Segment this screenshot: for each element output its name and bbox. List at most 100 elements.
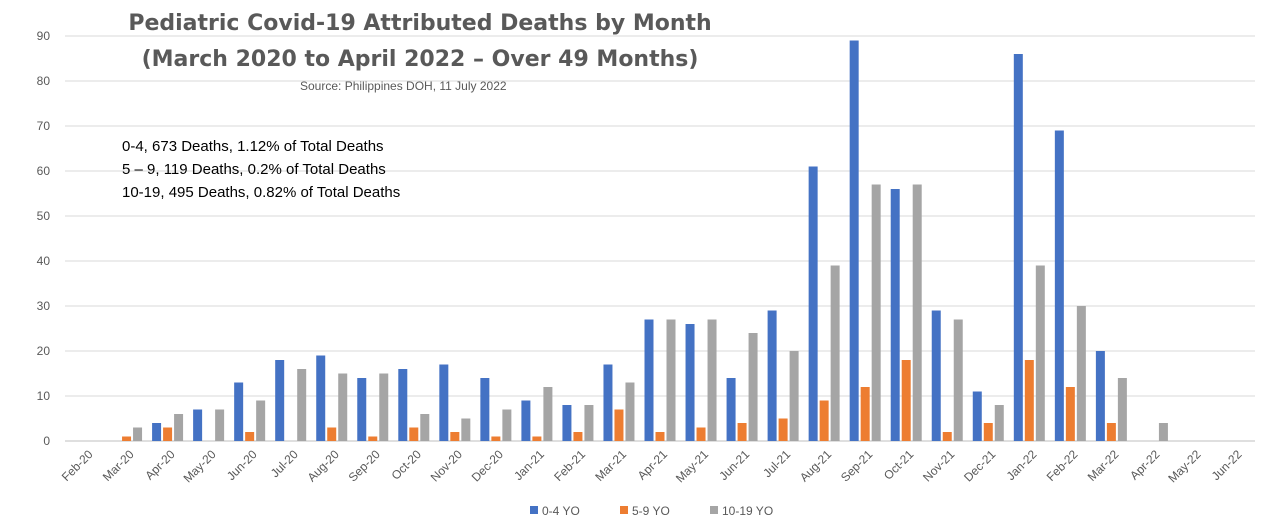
x-tick-label: Feb-21 bbox=[551, 447, 588, 484]
bar bbox=[1106, 423, 1116, 441]
bar bbox=[830, 265, 840, 441]
bar bbox=[1095, 351, 1105, 441]
bar bbox=[193, 409, 203, 441]
bar bbox=[420, 414, 430, 441]
bar bbox=[789, 351, 799, 441]
bar bbox=[379, 373, 389, 441]
chart-title: Pediatric Covid-19 Attributed Deaths by … bbox=[128, 11, 711, 36]
bar bbox=[696, 427, 706, 441]
x-tick-label: Apr-21 bbox=[635, 447, 671, 483]
bar bbox=[502, 409, 512, 441]
x-tick-label: Jan-21 bbox=[511, 447, 547, 483]
bar bbox=[901, 360, 911, 441]
bar bbox=[152, 423, 162, 441]
bar bbox=[584, 405, 594, 441]
bar bbox=[778, 418, 788, 441]
y-tick-labels: 0 10 20 30 40 50 60 70 80 90 bbox=[37, 29, 51, 448]
legend-swatch-5-9 bbox=[620, 506, 628, 514]
x-tick-label: Sep-21 bbox=[838, 447, 875, 484]
bar bbox=[707, 319, 717, 441]
bar bbox=[398, 369, 408, 441]
bar bbox=[543, 387, 553, 441]
bar bbox=[1117, 378, 1127, 441]
bar bbox=[338, 373, 348, 441]
x-tick-label: May-22 bbox=[1165, 447, 1203, 485]
bar bbox=[819, 400, 829, 441]
bar bbox=[163, 427, 173, 441]
x-tick-label: Aug-21 bbox=[797, 447, 834, 484]
x-tick-label: Aug-20 bbox=[305, 447, 342, 484]
x-tick-label: Oct-21 bbox=[881, 447, 917, 483]
bar bbox=[994, 405, 1004, 441]
bar bbox=[368, 436, 378, 441]
bar bbox=[603, 364, 613, 441]
bar bbox=[573, 432, 583, 441]
x-tick-label: Apr-20 bbox=[142, 447, 178, 483]
bar bbox=[174, 414, 184, 441]
bar bbox=[1065, 387, 1075, 441]
y-tick-label: 70 bbox=[37, 119, 51, 133]
bar bbox=[644, 319, 654, 441]
x-tick-label: May-20 bbox=[181, 447, 219, 485]
bar bbox=[748, 333, 758, 441]
bar bbox=[1024, 360, 1034, 441]
x-tick-label: Feb-22 bbox=[1044, 447, 1081, 484]
x-tick-label: Apr-22 bbox=[1127, 447, 1163, 483]
bar bbox=[1158, 423, 1168, 441]
bar bbox=[133, 427, 143, 441]
x-tick-label: Nov-21 bbox=[920, 447, 957, 484]
chart-source: Source: Philippines DOH, 11 July 2022 bbox=[300, 79, 507, 93]
bar bbox=[461, 418, 471, 441]
gridlines bbox=[65, 35, 1255, 442]
x-tick-label: Mar-21 bbox=[592, 447, 629, 484]
bars bbox=[122, 40, 1168, 441]
bar bbox=[942, 432, 952, 441]
y-tick-label: 60 bbox=[37, 164, 51, 178]
legend-label-5-9: 5-9 YO bbox=[632, 504, 670, 518]
bar bbox=[532, 436, 542, 441]
bar bbox=[357, 378, 367, 441]
x-tick-label: Jul-20 bbox=[268, 447, 301, 480]
bar bbox=[1054, 130, 1064, 441]
bar bbox=[614, 409, 624, 441]
annotation-10-19: 10-19, 495 Deaths, 0.82% of Total Deaths bbox=[122, 184, 400, 201]
x-tick-label: Feb-20 bbox=[59, 447, 96, 484]
chart-subtitle: (March 2020 to April 2022 – Over 49 Mont… bbox=[142, 47, 699, 72]
bar bbox=[562, 405, 572, 441]
bar bbox=[215, 409, 225, 441]
y-tick-label: 90 bbox=[37, 29, 51, 43]
bar bbox=[1013, 54, 1023, 441]
x-tick-label: Mar-22 bbox=[1085, 447, 1122, 484]
bar bbox=[256, 400, 266, 441]
bar bbox=[655, 432, 665, 441]
bar bbox=[409, 427, 419, 441]
bar bbox=[450, 432, 460, 441]
y-tick-label: 10 bbox=[37, 389, 51, 403]
x-tick-label: Jul-21 bbox=[760, 447, 793, 480]
y-tick-label: 20 bbox=[37, 344, 51, 358]
legend-swatch-0-4 bbox=[530, 506, 538, 514]
bar bbox=[737, 423, 747, 441]
legend-label-10-19: 10-19 YO bbox=[722, 504, 773, 518]
x-tick-label: Dec-21 bbox=[961, 447, 998, 484]
bar bbox=[912, 184, 922, 441]
legend-label-0-4: 0-4 YO bbox=[542, 504, 580, 518]
bar bbox=[666, 319, 676, 441]
annotation-0-4: 0-4, 673 Deaths, 1.12% of Total Deaths bbox=[122, 138, 384, 155]
bar bbox=[122, 436, 132, 441]
y-tick-label: 0 bbox=[43, 434, 50, 448]
bar bbox=[275, 360, 285, 441]
bar bbox=[953, 319, 963, 441]
bar bbox=[849, 40, 859, 441]
bar bbox=[245, 432, 255, 441]
bar bbox=[972, 391, 982, 441]
bar bbox=[521, 400, 531, 441]
bar bbox=[491, 436, 501, 441]
bar bbox=[685, 324, 695, 441]
bar bbox=[480, 378, 490, 441]
bar bbox=[890, 189, 900, 441]
legend: 0-4 YO 5-9 YO 10-19 YO bbox=[530, 504, 773, 518]
bar bbox=[808, 166, 818, 441]
bar bbox=[327, 427, 337, 441]
